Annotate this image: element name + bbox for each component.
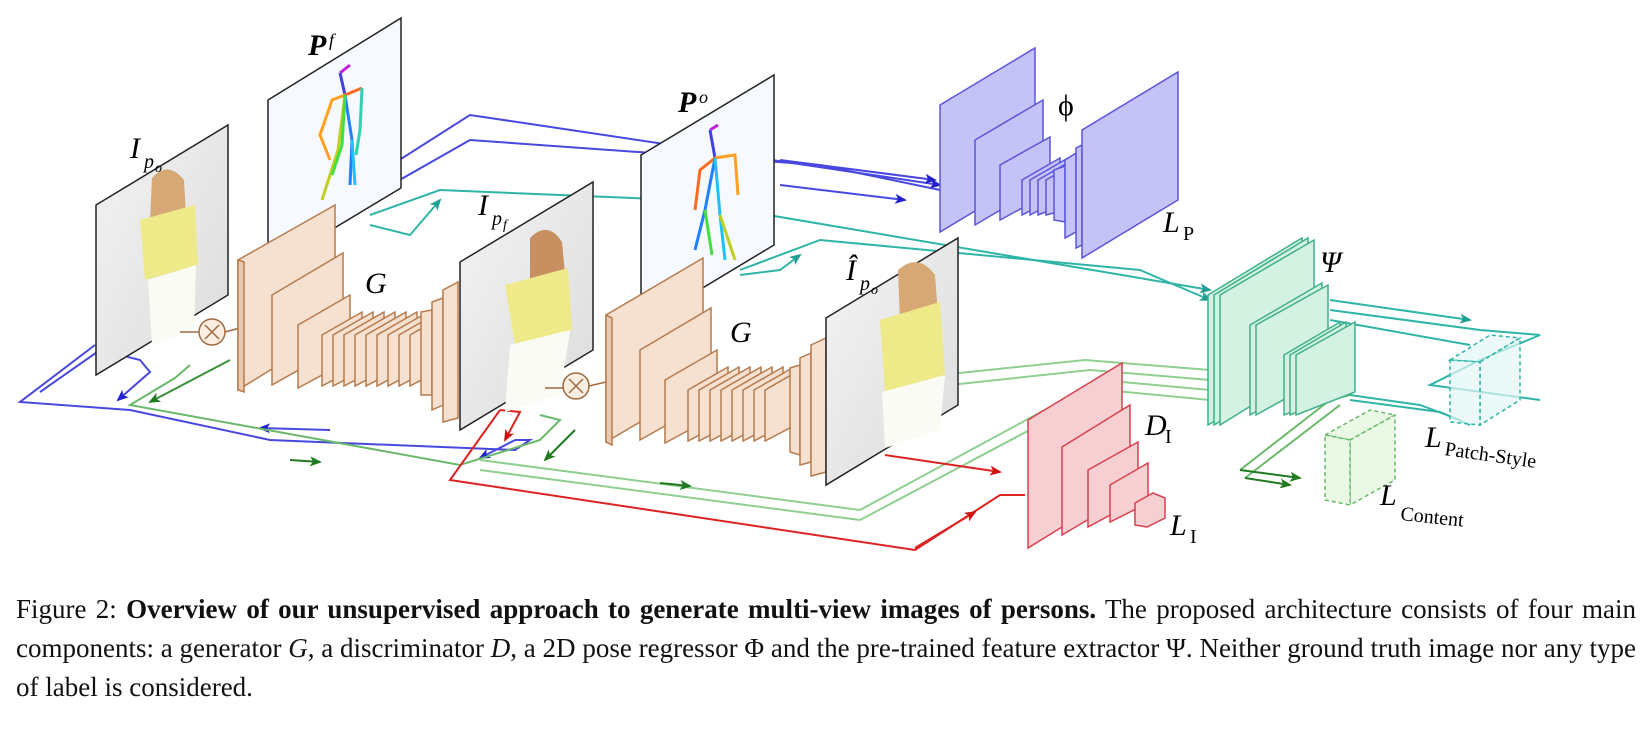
svg-text:I: I (477, 189, 490, 222)
svg-text:P: P (307, 29, 327, 62)
architecture-diagram: G (17, 16, 1541, 552)
caption-text-1: The proposed architecture consists of fo… (16, 594, 1636, 663)
svg-text:L: L (1424, 421, 1442, 454)
input-image-panel (95, 123, 229, 377)
multiply-circle-1 (180, 318, 241, 346)
svg-text:f: f (329, 30, 337, 50)
pose-regressor (939, 46, 1179, 260)
svg-text:P: P (1183, 223, 1194, 245)
disc-label: D I (1144, 409, 1172, 448)
svg-text:Content: Content (1399, 503, 1465, 532)
psi-label: Ψ (1320, 246, 1344, 279)
caption-title: Overview of our unsupervised approach to… (126, 594, 1097, 624)
svg-text:I: I (1190, 526, 1197, 548)
svg-text:P: P (677, 86, 697, 119)
caption-D: D (490, 633, 511, 663)
discriminator (1027, 361, 1166, 550)
caption-text-3: , a 2D pose regressor Φ and the pre-trai… (16, 633, 1636, 702)
svg-text:L: L (1169, 509, 1187, 542)
generator-1 (237, 203, 459, 423)
svg-text:Patch-Style: Patch-Style (1443, 438, 1537, 473)
multiply-circle-2 (545, 372, 607, 400)
svg-text:p: p (142, 151, 154, 173)
svg-text:o: o (699, 87, 708, 107)
figure-caption: Figure 2: Overview of our unsupervised a… (16, 590, 1636, 707)
skeleton-icon (318, 63, 364, 201)
content-cube (1322, 409, 1398, 507)
label-I-pf: I p f (477, 189, 509, 233)
generated-image-panel (459, 180, 594, 432)
caption-label: Figure 2: (16, 594, 117, 624)
caption-text-2: , a discriminator (307, 633, 491, 663)
svg-text:Î: Î (845, 254, 858, 287)
generator-2 (605, 256, 827, 477)
generator-2-label: G (730, 316, 752, 349)
pose-panel-original (640, 73, 775, 327)
person-figure-icon (880, 262, 945, 448)
svg-text:o: o (155, 161, 162, 176)
svg-text:L: L (1379, 479, 1397, 512)
label-P-o: P o (677, 86, 708, 119)
svg-text:p: p (858, 273, 870, 295)
loss-pose-label: L P (1162, 206, 1194, 245)
generator-1-label: G (365, 267, 387, 300)
loss-content-label: L Content (1379, 479, 1465, 532)
caption-G: G (288, 633, 308, 663)
patch-style-cube (1447, 334, 1523, 427)
svg-text:I: I (1165, 426, 1172, 448)
person-figure-icon (505, 229, 572, 412)
feature-extractor (1207, 236, 1356, 427)
label-I-hat-po: Î p o (845, 254, 878, 298)
svg-text:f: f (503, 218, 509, 233)
person-figure-icon (140, 169, 198, 345)
phi-label: ϕ (1058, 89, 1074, 122)
svg-text:I: I (129, 132, 142, 165)
loss-patch-style-label: L Patch-Style (1424, 421, 1538, 473)
pose-panel-target (267, 16, 402, 270)
svg-text:p: p (490, 208, 502, 230)
skeleton-icon (693, 123, 740, 261)
reconstructed-image-panel (825, 236, 959, 487)
label-I-po: I p o (129, 132, 162, 176)
svg-text:o: o (871, 283, 878, 298)
label-P-f: P f (307, 29, 337, 62)
svg-text:L: L (1162, 206, 1180, 239)
loss-image-label: L I (1169, 509, 1197, 548)
svg-text:D: D (1144, 409, 1167, 442)
